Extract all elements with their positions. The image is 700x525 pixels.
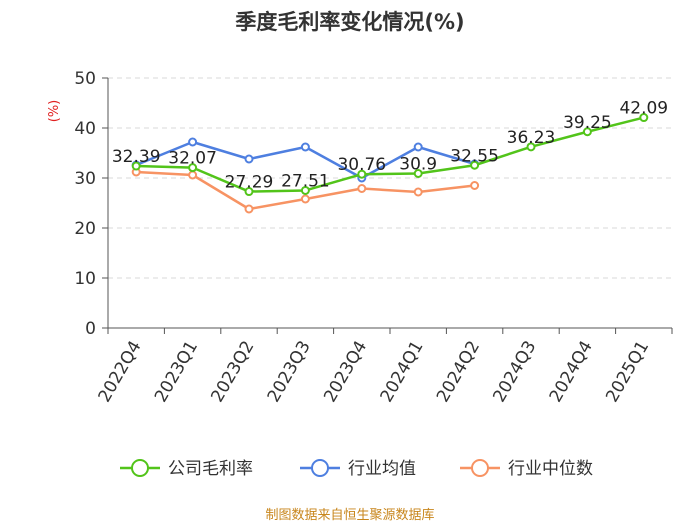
y-tick-label: 40 [74,119,96,139]
y-tick-label: 10 [74,269,96,289]
series-line [136,116,645,193]
data-point [357,169,367,179]
data-point [300,185,310,195]
data-point [413,169,423,178]
data-label: 42.09 [619,99,668,119]
data-label: 36.23 [507,128,556,148]
source-note: 制图数据来自恒生聚源数据库 [265,507,434,523]
data-point [188,137,198,147]
data-label: 30.9 [399,155,437,175]
data-labels: 32.39 32.07 27.29 27.51 30.76 30.9 32.55 36.23 3… [112,99,668,193]
data-label: 27.51 [281,171,330,191]
data-label: 27.29 [225,173,274,193]
x-tick-label: 2022Q4 [95,337,146,405]
x-tick-label: 2023Q4 [320,337,371,405]
y-tick-label: 0 [85,319,96,339]
x-tick-label: 2023Q3 [264,337,315,405]
data-label: 32.39 [112,147,161,167]
data-label: 32.55 [450,146,499,166]
data-point [639,113,649,123]
data-point [413,142,423,152]
x-tick-label: 2023Q2 [207,337,258,405]
x-tick-label: 2024Q1 [377,337,428,405]
data-label: 39.25 [563,113,612,133]
x-tick-label: 2024Q2 [433,337,484,405]
x-tick-label: 2023Q1 [151,337,202,405]
x-tick-label: 2024Q4 [546,337,597,405]
data-point [244,204,254,214]
legend-marker [131,459,149,477]
data-point [470,160,480,170]
legend-label: 行业中位数 [508,459,593,479]
y-tick-label: 20 [74,219,96,239]
data-point [244,187,254,197]
data-point [413,187,423,197]
data-point [582,127,592,137]
data-point [526,142,536,152]
data-point [244,154,254,164]
data-point [300,142,310,152]
series-lines [131,113,649,214]
y-tick-label: 30 [74,169,96,189]
x-tick-label: 2024Q3 [489,337,540,405]
grid [108,77,672,279]
legend: 公司毛利率 行业均值 行业中位数 [120,459,593,479]
data-point [188,170,198,180]
data-point [470,181,480,190]
y-axis-label: (%) [47,100,62,123]
x-tick-label: 2025Q1 [602,337,653,405]
legend-marker [471,459,489,477]
data-point [131,161,141,171]
data-label: 32.07 [168,149,217,169]
legend-marker [311,459,329,477]
data-point [300,194,310,204]
legend-label: 行业均值 [348,459,416,479]
chart-title: 季度毛利率变化情况(%) [235,10,464,34]
data-label: 30.76 [337,155,386,175]
data-point [188,163,198,173]
data-point [357,184,367,193]
legend-label: 公司毛利率 [168,459,253,479]
y-tick-label: 50 [74,69,96,89]
